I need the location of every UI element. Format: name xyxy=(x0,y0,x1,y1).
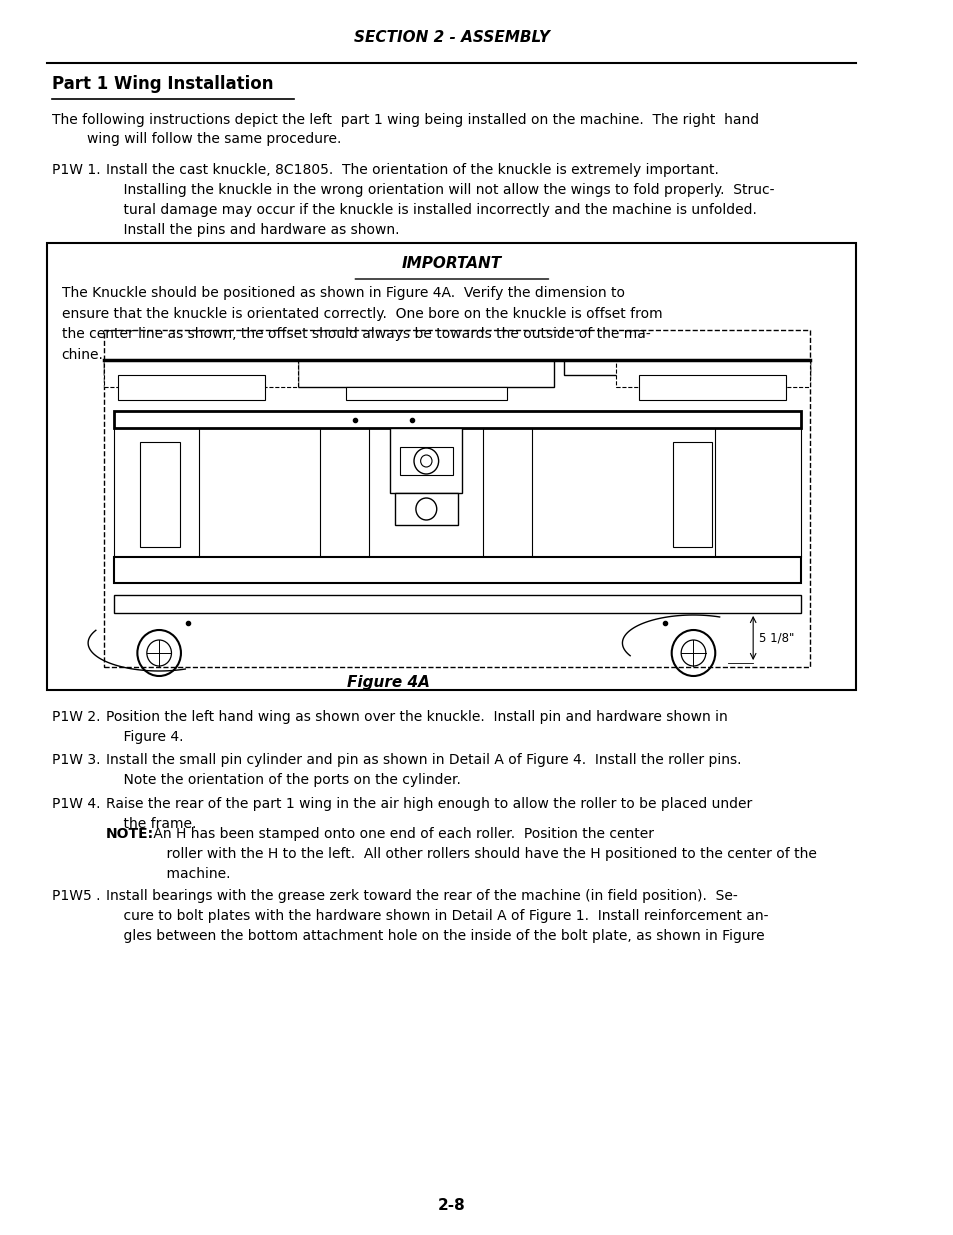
Bar xyxy=(563,359,809,375)
Bar xyxy=(104,359,298,387)
Text: NOTE:: NOTE: xyxy=(106,827,154,841)
Bar xyxy=(715,429,800,557)
Bar xyxy=(140,442,180,547)
Text: Figure 4A: Figure 4A xyxy=(347,676,430,690)
Text: The following instructions depict the left  part 1 wing being installed on the m: The following instructions depict the le… xyxy=(52,112,759,147)
Text: 2-8: 2-8 xyxy=(437,1198,465,1213)
Bar xyxy=(345,387,506,400)
Bar xyxy=(672,442,712,547)
Bar xyxy=(639,375,785,400)
Bar xyxy=(482,429,532,557)
Text: P1W 3.: P1W 3. xyxy=(52,753,100,767)
Bar xyxy=(104,359,322,375)
Bar xyxy=(113,411,800,429)
Text: Install the small pin cylinder and pin as shown in Detail A of Figure 4.  Instal: Install the small pin cylinder and pin a… xyxy=(106,753,740,787)
Text: Raise the rear of the part 1 wing in the air high enough to allow the roller to : Raise the rear of the part 1 wing in the… xyxy=(106,797,752,831)
Text: SECTION 2 - ASSEMBLY: SECTION 2 - ASSEMBLY xyxy=(354,30,549,44)
Text: An H has been stamped onto one end of each roller.  Position the center
    roll: An H has been stamped onto one end of ea… xyxy=(149,827,816,881)
Bar xyxy=(390,429,462,493)
Text: Position the left hand wing as shown over the knuckle.  Install pin and hardware: Position the left hand wing as shown ove… xyxy=(106,710,727,743)
Bar xyxy=(615,359,809,387)
Text: IMPORTANT: IMPORTANT xyxy=(401,256,501,270)
Bar xyxy=(118,375,265,400)
Bar xyxy=(298,359,554,387)
Bar xyxy=(113,557,800,583)
Bar xyxy=(113,429,199,557)
Bar xyxy=(113,595,800,613)
Text: P1W5 .: P1W5 . xyxy=(52,889,100,903)
Text: P1W 2.: P1W 2. xyxy=(52,710,100,724)
FancyBboxPatch shape xyxy=(48,243,856,690)
Text: Part 1 Wing Installation: Part 1 Wing Installation xyxy=(52,75,274,93)
Text: The Knuckle should be positioned as shown in Figure 4A.  Verify the dimension to: The Knuckle should be positioned as show… xyxy=(62,287,661,362)
Text: Install the cast knuckle, 8C1805.  The orientation of the knuckle is extremely i: Install the cast knuckle, 8C1805. The or… xyxy=(106,163,774,237)
Text: P1W 4.: P1W 4. xyxy=(52,797,100,811)
Text: P1W 1.: P1W 1. xyxy=(52,163,101,177)
Bar xyxy=(320,429,369,557)
Text: Install bearings with the grease zerk toward the rear of the machine (in field p: Install bearings with the grease zerk to… xyxy=(106,889,768,944)
Bar xyxy=(399,447,453,475)
Text: 5 1/8": 5 1/8" xyxy=(758,631,794,645)
Bar xyxy=(395,493,457,525)
